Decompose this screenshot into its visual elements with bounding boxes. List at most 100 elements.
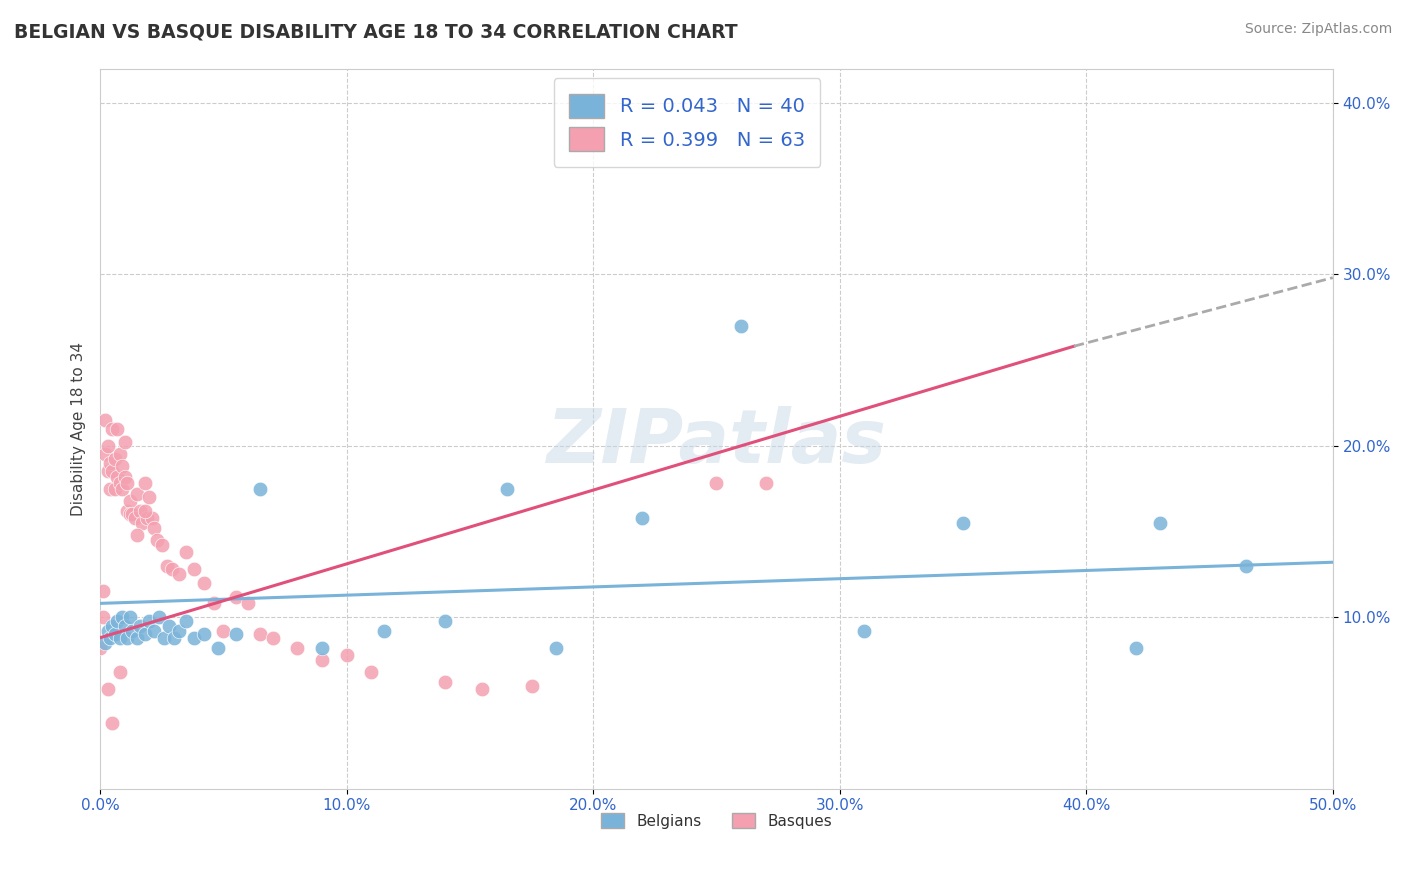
Point bbox=[114, 618, 136, 632]
Point bbox=[193, 575, 215, 590]
Point bbox=[96, 439, 118, 453]
Point bbox=[108, 631, 131, 645]
Point bbox=[311, 653, 333, 667]
Point bbox=[225, 627, 247, 641]
Point bbox=[114, 435, 136, 450]
Point bbox=[1125, 640, 1147, 655]
Point bbox=[755, 476, 778, 491]
Point bbox=[121, 624, 143, 638]
Point bbox=[167, 624, 190, 638]
Point bbox=[96, 464, 118, 478]
Point bbox=[101, 421, 124, 435]
Point bbox=[118, 610, 141, 624]
Point bbox=[108, 447, 131, 461]
Point bbox=[104, 627, 127, 641]
Point bbox=[89, 640, 111, 655]
Point bbox=[336, 648, 359, 662]
Point bbox=[520, 679, 543, 693]
Point bbox=[471, 682, 494, 697]
Point bbox=[117, 631, 139, 645]
Text: BELGIAN VS BASQUE DISABILITY AGE 18 TO 34 CORRELATION CHART: BELGIAN VS BASQUE DISABILITY AGE 18 TO 3… bbox=[14, 22, 738, 41]
Point bbox=[373, 624, 395, 638]
Text: ZIPatlas: ZIPatlas bbox=[547, 407, 886, 479]
Point bbox=[546, 640, 568, 655]
Point bbox=[146, 533, 169, 547]
Point bbox=[176, 614, 198, 628]
Point bbox=[114, 469, 136, 483]
Point bbox=[496, 482, 519, 496]
Point bbox=[156, 558, 179, 573]
Point bbox=[176, 545, 198, 559]
Point bbox=[706, 476, 728, 491]
Point bbox=[225, 590, 247, 604]
Point bbox=[193, 627, 215, 641]
Point bbox=[143, 624, 166, 638]
Point bbox=[249, 482, 271, 496]
Point bbox=[98, 456, 121, 470]
Text: Source: ZipAtlas.com: Source: ZipAtlas.com bbox=[1244, 22, 1392, 37]
Point bbox=[730, 318, 752, 333]
Point bbox=[153, 631, 176, 645]
Point bbox=[94, 413, 117, 427]
Point bbox=[121, 507, 143, 521]
Point bbox=[212, 624, 235, 638]
Point bbox=[101, 716, 124, 731]
Point bbox=[111, 459, 134, 474]
Point bbox=[434, 675, 457, 690]
Point bbox=[128, 618, 150, 632]
Point bbox=[96, 682, 118, 697]
Point bbox=[163, 631, 186, 645]
Point bbox=[138, 614, 160, 628]
Point bbox=[128, 504, 150, 518]
Point bbox=[91, 610, 114, 624]
Point bbox=[434, 614, 457, 628]
Point bbox=[150, 538, 173, 552]
Point bbox=[96, 624, 118, 638]
Point bbox=[98, 482, 121, 496]
Point bbox=[134, 476, 156, 491]
Point bbox=[117, 476, 139, 491]
Point bbox=[91, 584, 114, 599]
Point bbox=[117, 504, 139, 518]
Point bbox=[101, 618, 124, 632]
Point bbox=[131, 516, 153, 530]
Point bbox=[262, 631, 284, 645]
Point bbox=[141, 510, 163, 524]
Y-axis label: Disability Age 18 to 34: Disability Age 18 to 34 bbox=[72, 342, 86, 516]
Point bbox=[134, 504, 156, 518]
Point bbox=[183, 631, 205, 645]
Point bbox=[952, 516, 974, 530]
Point bbox=[105, 469, 128, 483]
Point bbox=[138, 490, 160, 504]
Point bbox=[285, 640, 308, 655]
Point bbox=[101, 464, 124, 478]
Point bbox=[104, 452, 127, 467]
Point bbox=[105, 614, 128, 628]
Point bbox=[94, 636, 117, 650]
Point bbox=[311, 640, 333, 655]
Point bbox=[124, 510, 146, 524]
Point bbox=[108, 476, 131, 491]
Point bbox=[1236, 558, 1258, 573]
Point bbox=[118, 493, 141, 508]
Point bbox=[143, 521, 166, 535]
Point bbox=[98, 631, 121, 645]
Point bbox=[631, 510, 654, 524]
Point bbox=[127, 631, 149, 645]
Point bbox=[127, 528, 149, 542]
Point bbox=[207, 640, 229, 655]
Point bbox=[104, 482, 127, 496]
Point bbox=[127, 486, 149, 500]
Point bbox=[853, 624, 876, 638]
Point bbox=[160, 562, 183, 576]
Legend: Belgians, Basques: Belgians, Basques bbox=[595, 806, 838, 835]
Point bbox=[105, 421, 128, 435]
Point bbox=[94, 447, 117, 461]
Point bbox=[108, 665, 131, 679]
Point bbox=[118, 507, 141, 521]
Point bbox=[111, 610, 134, 624]
Point bbox=[249, 627, 271, 641]
Point bbox=[148, 610, 170, 624]
Point bbox=[167, 567, 190, 582]
Point bbox=[202, 596, 225, 610]
